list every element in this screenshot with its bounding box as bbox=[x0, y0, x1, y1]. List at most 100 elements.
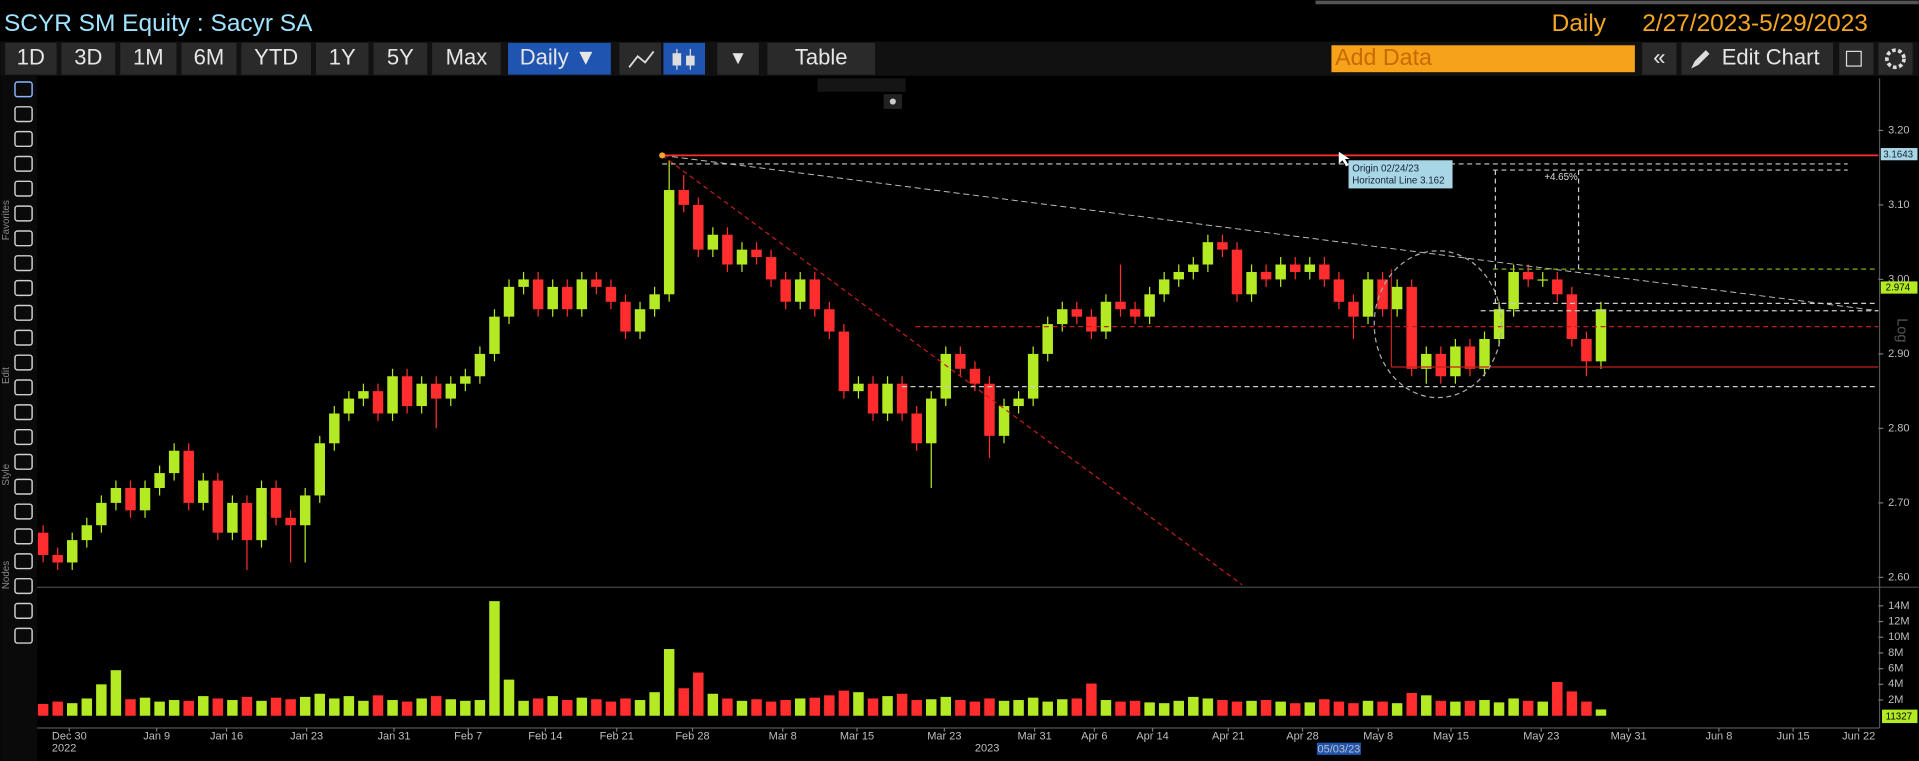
period-label[interactable]: 1Y bbox=[329, 45, 356, 70]
tooltip-text: Horizontal Line 3.162 bbox=[1352, 176, 1444, 187]
volume-bar bbox=[853, 692, 864, 716]
side-tool-icon[interactable] bbox=[14, 503, 33, 520]
side-tool-icon[interactable] bbox=[14, 354, 33, 371]
side-tool-icon[interactable] bbox=[14, 329, 33, 346]
x-tick-label: Feb 14 bbox=[528, 730, 562, 742]
volume-bar bbox=[736, 700, 748, 716]
side-tool-icon[interactable] bbox=[14, 230, 33, 247]
side-tool-icon[interactable] bbox=[14, 404, 33, 421]
add-data-placeholder[interactable]: Add Data bbox=[1335, 44, 1432, 70]
side-tool-icon[interactable] bbox=[14, 577, 33, 595]
period-button[interactable] bbox=[315, 42, 369, 75]
log-scale-button[interactable]: Log bbox=[1894, 318, 1910, 342]
side-tool-icon[interactable] bbox=[14, 528, 33, 545]
candle-body bbox=[1158, 279, 1170, 295]
annotate-button[interactable] bbox=[1839, 42, 1874, 75]
candle-body bbox=[1450, 346, 1461, 377]
collapse-button[interactable] bbox=[1642, 42, 1677, 75]
candle-body bbox=[256, 487, 267, 541]
side-tool-icon[interactable] bbox=[14, 304, 33, 321]
volume-bar bbox=[401, 701, 413, 716]
edit-chart-button[interactable] bbox=[1681, 42, 1834, 75]
add-data-input[interactable] bbox=[1331, 45, 1635, 73]
candle-body bbox=[1581, 339, 1592, 362]
period-button[interactable] bbox=[373, 42, 428, 75]
x-tick-label: Mar 15 bbox=[840, 730, 874, 742]
candle-chart-button[interactable] bbox=[663, 42, 706, 75]
period-label[interactable]: Max bbox=[446, 45, 488, 70]
x-tick-label: Mar 31 bbox=[1017, 730, 1051, 742]
price-tag-text: 3.1643 bbox=[1883, 149, 1913, 160]
side-tool-icon[interactable] bbox=[14, 155, 33, 172]
period-label[interactable]: 1D bbox=[17, 45, 45, 70]
volume-bar bbox=[1421, 695, 1432, 716]
side-tool-icon[interactable] bbox=[14, 627, 33, 644]
candle-body bbox=[955, 353, 966, 369]
year-label: 2023 bbox=[975, 743, 999, 755]
period-label[interactable]: 6M bbox=[194, 45, 225, 70]
period-button[interactable] bbox=[61, 42, 116, 75]
table-button-label[interactable]: Table bbox=[795, 45, 848, 70]
period-button[interactable] bbox=[181, 42, 237, 75]
trend-line bbox=[662, 154, 1879, 312]
volume-bar bbox=[285, 699, 296, 716]
volume-bar bbox=[547, 696, 558, 716]
y-tick-label: 3.20 bbox=[1888, 124, 1909, 136]
period-button[interactable] bbox=[120, 42, 177, 75]
period-label[interactable]: 3D bbox=[74, 45, 102, 70]
period-button[interactable] bbox=[432, 42, 501, 75]
volume-bar bbox=[1391, 703, 1403, 716]
side-section: Favorites bbox=[1, 200, 12, 240]
side-tool-icon[interactable] bbox=[14, 553, 33, 570]
volume-bar bbox=[1319, 699, 1330, 716]
volume-bar bbox=[358, 700, 369, 716]
period-label[interactable]: YTD bbox=[254, 45, 298, 70]
side-tool-icon[interactable] bbox=[14, 255, 33, 272]
frequency-button[interactable] bbox=[508, 42, 611, 75]
candle-body bbox=[1260, 271, 1272, 280]
volume-bar bbox=[1304, 702, 1316, 716]
period-label[interactable]: 5Y bbox=[387, 45, 414, 70]
side-tool-icon[interactable] bbox=[14, 379, 33, 396]
candle-body bbox=[416, 383, 427, 407]
last-volume-tag bbox=[1881, 709, 1918, 724]
volume-bar bbox=[430, 696, 442, 716]
side-tool-icon[interactable] bbox=[14, 279, 33, 297]
edit-chart-label[interactable]: Edit Chart bbox=[1722, 45, 1820, 70]
volume-bar bbox=[460, 700, 471, 716]
volume-bar bbox=[125, 699, 136, 716]
candle-body bbox=[168, 450, 180, 474]
side-tool-icon[interactable] bbox=[14, 106, 33, 123]
x-tick-label: Apr 28 bbox=[1286, 730, 1318, 742]
highlight-circle bbox=[1373, 250, 1503, 399]
settings-button[interactable] bbox=[1878, 42, 1913, 75]
side-tool-icon[interactable] bbox=[14, 81, 33, 98]
candle-body bbox=[329, 413, 340, 444]
table-button[interactable] bbox=[767, 42, 876, 75]
side-tool-icon[interactable] bbox=[14, 453, 33, 470]
volume-bar bbox=[503, 679, 515, 716]
period-button[interactable] bbox=[5, 42, 57, 75]
side-tool-icon[interactable] bbox=[14, 180, 33, 197]
volume-bar bbox=[198, 696, 209, 716]
candle-body bbox=[1042, 324, 1053, 354]
side-tool-icon[interactable] bbox=[14, 602, 33, 619]
side-tool-icon[interactable] bbox=[14, 428, 33, 446]
side-tool-icon[interactable] bbox=[14, 130, 33, 148]
frequency-button-label[interactable]: Daily ▼ bbox=[520, 45, 597, 70]
period-button[interactable] bbox=[241, 42, 312, 75]
volume-bar bbox=[1348, 703, 1359, 716]
volume-bar bbox=[1464, 700, 1476, 716]
period-label[interactable]: 1M bbox=[133, 45, 164, 70]
volume-bar bbox=[620, 698, 631, 716]
mini-toolbar[interactable] bbox=[817, 78, 906, 92]
chart-menu-button[interactable] bbox=[717, 42, 759, 75]
candle-body bbox=[882, 383, 893, 414]
side-tool-icon[interactable] bbox=[14, 478, 33, 495]
candle-body bbox=[1362, 279, 1374, 317]
candle-body bbox=[1435, 353, 1447, 377]
volume-bar bbox=[794, 698, 806, 716]
x-tick-label: Feb 21 bbox=[600, 730, 634, 742]
side-tool-icon[interactable] bbox=[14, 205, 33, 222]
